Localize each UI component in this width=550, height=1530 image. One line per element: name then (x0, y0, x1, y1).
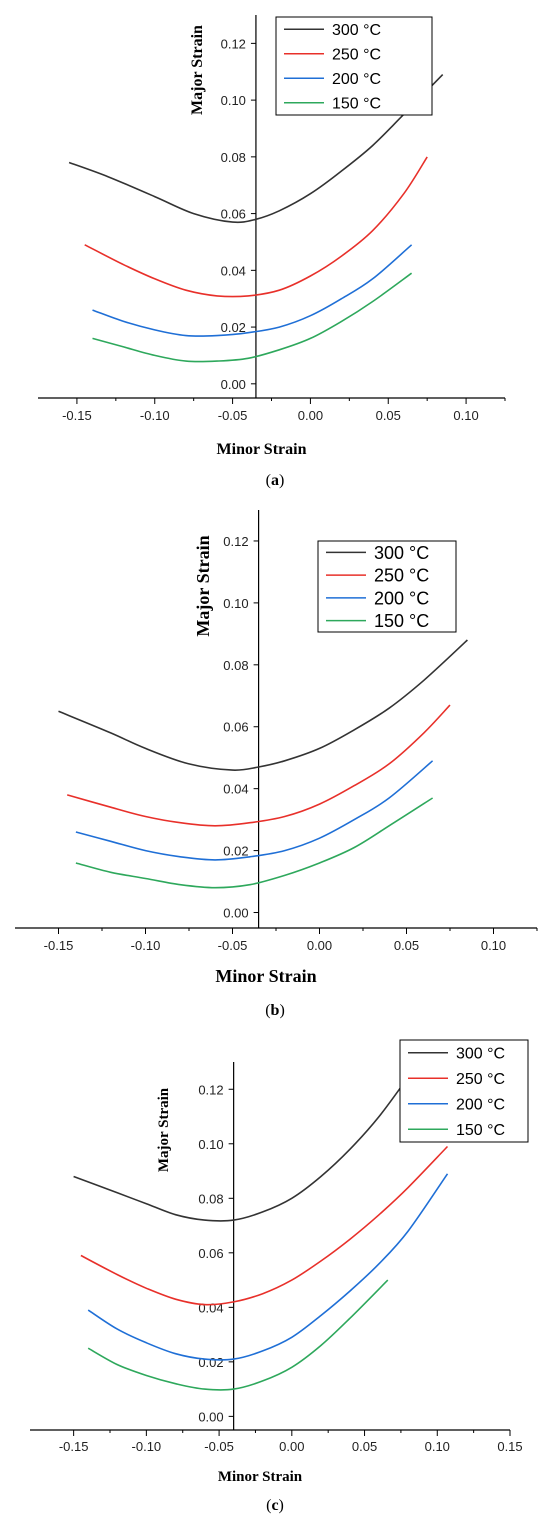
x-tick-label: -0.05 (218, 408, 248, 423)
legend-box (399, 1039, 529, 1143)
legend: 300 °C 250 °C 200 °C 150 °C (275, 16, 433, 116)
y-tick-label: 0.04 (198, 1300, 223, 1315)
series-line-250 (80, 1145, 449, 1306)
x-tick-label: 0.05 (376, 408, 401, 423)
x-tick-label: -0.15 (44, 938, 74, 953)
series-line-150 (75, 797, 434, 889)
x-tick-label: 0.10 (481, 938, 506, 953)
legend-label: 300 °C (374, 543, 429, 563)
y-tick-label: 0.08 (198, 1191, 223, 1206)
x-tick-label: 0.15 (497, 1439, 522, 1454)
x-tick-label: -0.15 (62, 408, 92, 423)
figure-caption: (a) (266, 472, 285, 489)
series-line-150 (87, 1279, 389, 1391)
x-axis-title: Minor Strain (215, 966, 316, 986)
figure-caption: (c) (266, 1497, 284, 1514)
legend-label: 250 °C (374, 566, 429, 586)
x-tick-label: -0.10 (132, 1439, 162, 1454)
chart-panel-c: -0.15 -0.10 -0.05 0.00 0.05 0.10 0.15 0.00 0.02 0… (30, 1039, 529, 1514)
y-axis-title: Major Strain (189, 25, 206, 115)
x-tick-label: 0.10 (453, 408, 478, 423)
figure-caption: (b) (265, 1002, 285, 1019)
x-tick-label: 0.00 (307, 938, 332, 953)
x-tick-label: -0.05 (204, 1439, 234, 1454)
series-line-300 (68, 74, 444, 224)
y-tick-label: 0.08 (223, 658, 248, 673)
legend-box (317, 540, 457, 633)
y-tick-label: 0.02 (221, 320, 246, 335)
y-tick-label: 0.12 (221, 36, 246, 51)
x-axis-title: Minor Strain (218, 1469, 303, 1485)
chart-panel-b: -0.15 -0.10 -0.05 0.00 0.05 0.10 0.00 0.02 0.04 0… (15, 510, 538, 1019)
y-tick-label: 0.04 (221, 263, 246, 278)
series-line-200 (92, 244, 413, 337)
y-axis-title: Major Strain (156, 1087, 172, 1172)
series-line-250 (84, 156, 428, 298)
y-tick-label: 0.10 (221, 93, 246, 108)
legend-label: 300 °C (332, 22, 381, 39)
x-tick-label: -0.10 (131, 938, 161, 953)
legend-label: 150 °C (374, 611, 429, 631)
x-axis-title: Minor Strain (217, 441, 307, 458)
series-line-200 (75, 760, 434, 861)
y-tick-label: 0.02 (223, 844, 248, 859)
series-line-250 (66, 704, 451, 827)
y-tick-label: 0.06 (198, 1246, 223, 1261)
x-tick-label: 0.10 (425, 1439, 450, 1454)
legend-box (275, 16, 433, 116)
y-tick-label: 0.02 (198, 1355, 223, 1370)
y-tick-label: 0.00 (221, 377, 246, 392)
y-tick-label: 0.12 (223, 534, 248, 549)
x-tick-label: -0.10 (140, 408, 170, 423)
y-tick-label: 0.00 (198, 1409, 223, 1424)
legend-label: 200 °C (332, 71, 381, 88)
x-tick-label: 0.05 (352, 1439, 377, 1454)
legend-label: 200 °C (456, 1097, 505, 1114)
y-tick-label: 0.10 (198, 1137, 223, 1152)
y-tick-label: 0.06 (221, 207, 246, 222)
legend-label: 300 °C (456, 1046, 505, 1063)
y-tick-label: 0.08 (221, 150, 246, 165)
legend-label: 200 °C (374, 588, 429, 608)
chart-panel-a: -0.15 -0.10 -0.05 0.00 0.05 0.10 0.00 0.02 0.04 0… (38, 15, 506, 489)
legend-label: 150 °C (456, 1122, 505, 1139)
x-tick-label: -0.05 (218, 938, 248, 953)
x-tick-label: 0.05 (394, 938, 419, 953)
legend: 300 °C 250 °C 200 °C 150 °C (399, 1039, 529, 1143)
y-tick-label: 0.12 (198, 1082, 223, 1097)
y-tick-label: 0.10 (223, 596, 248, 611)
series-line-150 (92, 272, 413, 363)
legend-label: 250 °C (332, 47, 381, 64)
x-tick-label: -0.15 (59, 1439, 89, 1454)
series-line-200 (87, 1173, 449, 1361)
x-tick-label: 0.00 (298, 408, 323, 423)
legend-label: 150 °C (332, 96, 381, 113)
x-tick-label: 0.00 (279, 1439, 304, 1454)
series-line-300 (58, 639, 468, 771)
series-line-300 (73, 1072, 412, 1222)
y-tick-label: 0.00 (223, 906, 248, 921)
legend-label: 250 °C (456, 1071, 505, 1088)
y-tick-label: 0.04 (223, 782, 248, 797)
y-axis-title: Major Strain (193, 535, 213, 636)
y-tick-label: 0.06 (223, 720, 248, 735)
